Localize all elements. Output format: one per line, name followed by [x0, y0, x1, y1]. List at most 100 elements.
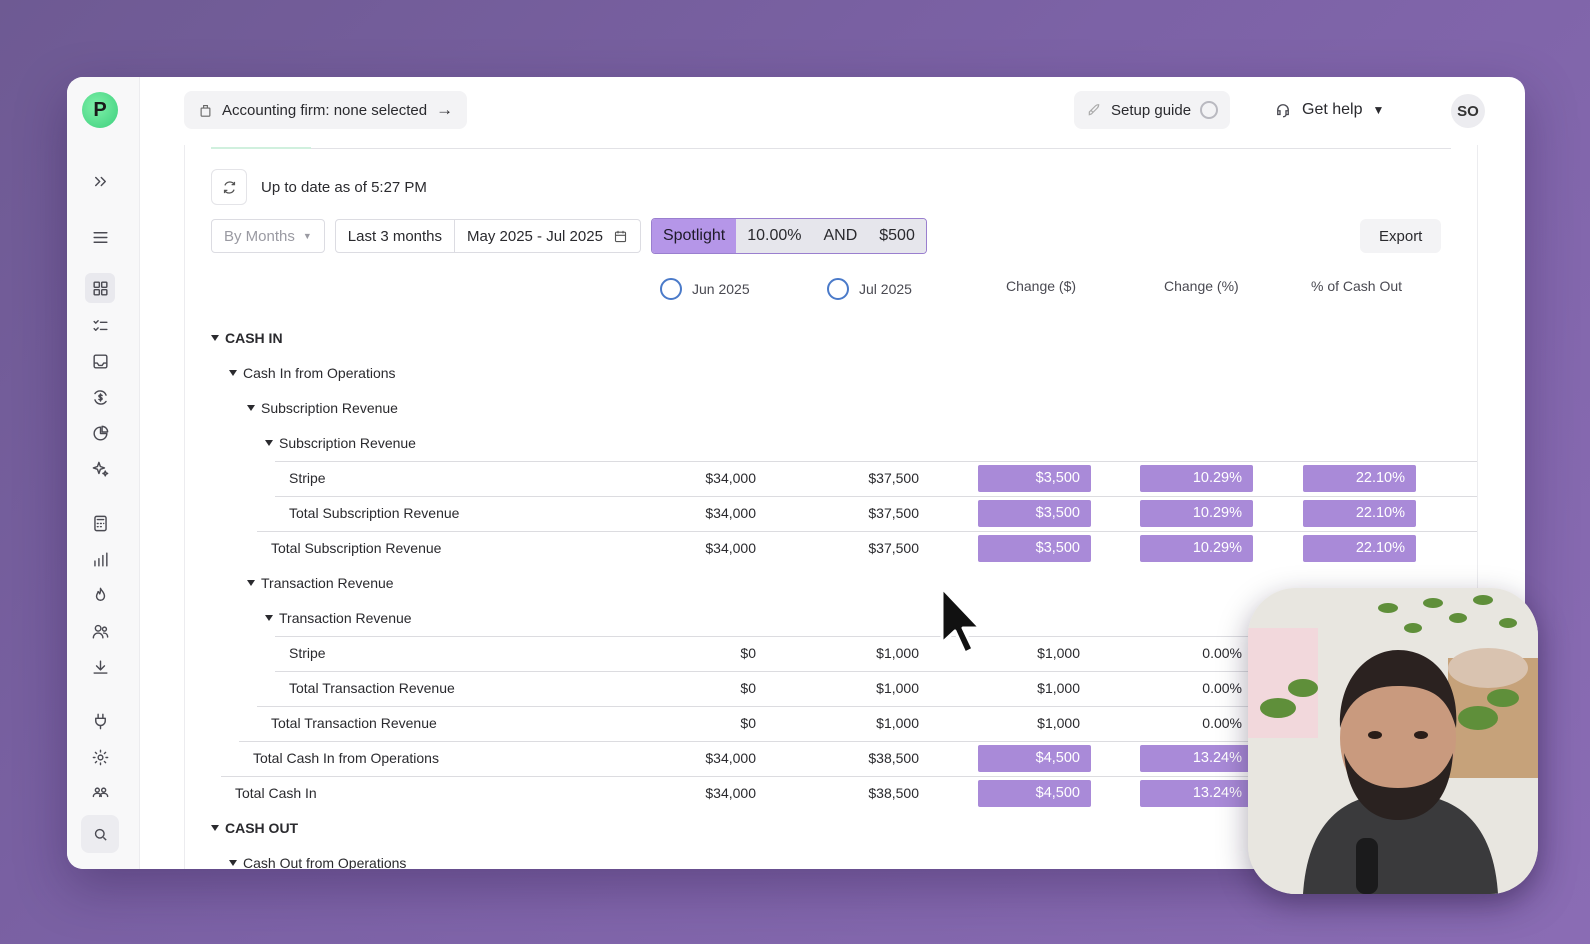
cell-jul[interactable]: $1,000	[876, 680, 919, 696]
cell-jul[interactable]: $37,500	[868, 505, 919, 521]
compare-toggle-icon[interactable]	[827, 278, 849, 300]
cell-change-dollar[interactable]: $1,000	[1037, 680, 1080, 696]
cell-jun[interactable]: $0	[740, 715, 756, 731]
table-row[interactable]: Cash In from Operations	[185, 356, 1477, 391]
cell-pct-cash-out[interactable]: 22.10%	[1303, 465, 1416, 492]
collapse-caret-icon[interactable]	[211, 335, 219, 341]
column-jul-2025[interactable]: Jul 2025	[827, 278, 912, 300]
cell-jun[interactable]: $34,000	[705, 470, 756, 486]
spotlight-filter[interactable]: Spotlight 10.00% AND $500	[650, 218, 927, 254]
table-row[interactable]: Subscription Revenue	[185, 391, 1477, 426]
spotlight-percent-threshold[interactable]: 10.00%	[736, 219, 813, 253]
spotlight-toggle[interactable]: Spotlight	[651, 219, 737, 253]
table-row: Stripe $0 $1,000 $1,000 0.00%	[185, 636, 1477, 671]
collapse-caret-icon[interactable]	[265, 615, 273, 621]
export-button[interactable]: Export	[1360, 219, 1442, 253]
cell-change-dollar[interactable]: $4,500	[978, 780, 1091, 807]
cell-jun[interactable]: $0	[740, 645, 756, 661]
collapse-caret-icon[interactable]	[211, 825, 219, 831]
cell-change-percent[interactable]: 13.24%	[1140, 745, 1253, 772]
sync-status-text: Up to date as of 5:27 PM	[261, 178, 427, 196]
cell-jul[interactable]: $37,500	[868, 540, 919, 556]
cell-change-percent[interactable]: 0.00%	[1202, 680, 1242, 696]
settings-gear-icon[interactable]	[85, 742, 115, 772]
cell-change-dollar[interactable]: $4,500	[978, 745, 1091, 772]
cell-pct-cash-out[interactable]: 22.10%	[1303, 535, 1416, 562]
cell-change-dollar[interactable]: $1,000	[1037, 645, 1080, 661]
cell-jun[interactable]: $34,000	[705, 750, 756, 766]
setup-guide-button[interactable]: Setup guide	[1074, 91, 1231, 129]
date-range-picker[interactable]: May 2025 - Jul 2025	[455, 219, 641, 253]
people-icon[interactable]	[85, 616, 115, 646]
spotlight-amount-threshold[interactable]: $500	[868, 219, 926, 253]
row-divider	[257, 531, 1477, 532]
cell-change-percent[interactable]: 0.00%	[1202, 715, 1242, 731]
row-label: Total Cash In from Operations	[253, 750, 439, 766]
cell-jul[interactable]: $38,500	[868, 785, 919, 801]
burn-flame-icon[interactable]	[85, 580, 115, 610]
get-help-button[interactable]: Get help ▼	[1274, 91, 1384, 129]
collapse-caret-icon[interactable]	[247, 405, 255, 411]
cell-change-dollar[interactable]: $3,500	[978, 500, 1091, 527]
menu-icon[interactable]	[85, 222, 115, 252]
cell-pct-cash-out[interactable]: 22.10%	[1303, 500, 1416, 527]
team-icon[interactable]	[85, 777, 115, 807]
dashboard-grid-icon[interactable]	[85, 273, 115, 303]
table-row[interactable]: Cash Out from Operations	[185, 846, 1477, 869]
download-icon[interactable]	[85, 652, 115, 682]
period-select[interactable]: By Months ▼	[211, 219, 325, 253]
report-controls: By Months ▼ Last 3 months May 2025 - Jul…	[211, 218, 927, 254]
expand-sidebar-icon[interactable]	[85, 166, 115, 196]
table-row[interactable]: Transaction Revenue	[185, 566, 1477, 601]
row-divider	[239, 741, 1477, 742]
range-preset-button[interactable]: Last 3 months	[334, 219, 456, 253]
cell-change-percent[interactable]: 10.29%	[1140, 535, 1253, 562]
checklist-icon[interactable]	[85, 310, 115, 340]
table-row[interactable]: CASH IN	[185, 321, 1477, 356]
cell-jul[interactable]: $38,500	[868, 750, 919, 766]
cell-jul[interactable]: $1,000	[876, 645, 919, 661]
cell-change-percent[interactable]: 10.29%	[1140, 500, 1253, 527]
table-row[interactable]: Transaction Revenue	[185, 601, 1477, 636]
cell-jul[interactable]: $37,500	[868, 470, 919, 486]
inbox-icon[interactable]	[85, 346, 115, 376]
row-label: Total Subscription Revenue	[271, 540, 441, 556]
collapse-caret-icon[interactable]	[247, 580, 255, 586]
collapse-caret-icon[interactable]	[229, 860, 237, 866]
cell-change-percent[interactable]: 13.24%	[1140, 780, 1253, 807]
cell-change-dollar[interactable]: $3,500	[978, 535, 1091, 562]
collapse-caret-icon[interactable]	[229, 370, 237, 376]
bar-chart-icon[interactable]	[85, 544, 115, 574]
accounting-firm-selector[interactable]: Accounting firm: none selected →	[184, 91, 468, 129]
brand-logo[interactable]: P	[82, 92, 118, 128]
cell-jun[interactable]: $34,000	[705, 540, 756, 556]
sparkle-icon[interactable]	[85, 454, 115, 484]
calculator-icon[interactable]	[85, 508, 115, 538]
table-row[interactable]: Subscription Revenue	[185, 426, 1477, 461]
refresh-icon[interactable]	[211, 169, 247, 205]
cell-change-percent[interactable]: 10.29%	[1140, 465, 1253, 492]
table-row[interactable]: CASH OUT	[185, 811, 1477, 846]
row-label-text: Total Transaction Revenue	[289, 680, 455, 696]
user-avatar[interactable]: SO	[1451, 94, 1485, 128]
spotlight-operator[interactable]: AND	[812, 219, 869, 253]
column-jun-label: Jun 2025	[692, 281, 750, 297]
cash-cycle-icon[interactable]	[85, 382, 115, 412]
sync-status: Up to date as of 5:27 PM	[211, 169, 427, 205]
row-label: Stripe	[289, 470, 326, 486]
cell-change-dollar[interactable]: $1,000	[1037, 715, 1080, 731]
cell-change-percent[interactable]: 0.00%	[1202, 645, 1242, 661]
table-row: Total Subscription Revenue $34,000 $37,500…	[185, 496, 1477, 531]
column-jun-2025[interactable]: Jun 2025	[660, 278, 750, 300]
collapse-caret-icon[interactable]	[265, 440, 273, 446]
cell-jun[interactable]: $34,000	[705, 785, 756, 801]
compare-toggle-icon[interactable]	[660, 278, 682, 300]
cell-jun[interactable]: $0	[740, 680, 756, 696]
cell-jul[interactable]: $1,000	[876, 715, 919, 731]
pie-chart-icon[interactable]	[85, 418, 115, 448]
period-select-value: By Months	[224, 227, 295, 245]
search-icon[interactable]	[81, 815, 119, 853]
plug-icon[interactable]	[85, 706, 115, 736]
cell-change-dollar[interactable]: $3,500	[978, 465, 1091, 492]
cell-jun[interactable]: $34,000	[705, 505, 756, 521]
